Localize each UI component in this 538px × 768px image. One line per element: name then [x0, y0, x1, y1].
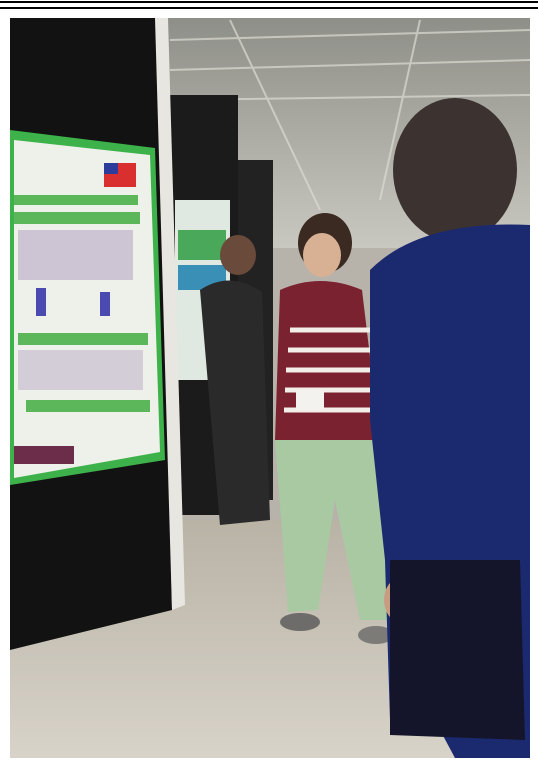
person-stripes: [284, 327, 378, 413]
person-fg-head: [393, 98, 517, 242]
poster-chart: [36, 288, 46, 316]
poster-band: [178, 230, 226, 260]
poster-main-body: [14, 140, 160, 478]
board-edge: [155, 18, 185, 610]
poster-text: [18, 230, 143, 390]
badge: [296, 390, 324, 410]
shoe: [358, 626, 394, 644]
person-face: [303, 233, 341, 277]
person-trousers: [275, 440, 390, 620]
person-fg-skirt: [390, 560, 525, 740]
person-bg-head: [220, 235, 256, 275]
photo: [10, 18, 531, 758]
poster-chart: [100, 292, 110, 316]
poster-bars: [14, 195, 150, 412]
shoe: [280, 613, 320, 631]
flag: [104, 163, 118, 174]
poster-footer: [14, 446, 74, 464]
person-bg-body: [200, 280, 270, 525]
